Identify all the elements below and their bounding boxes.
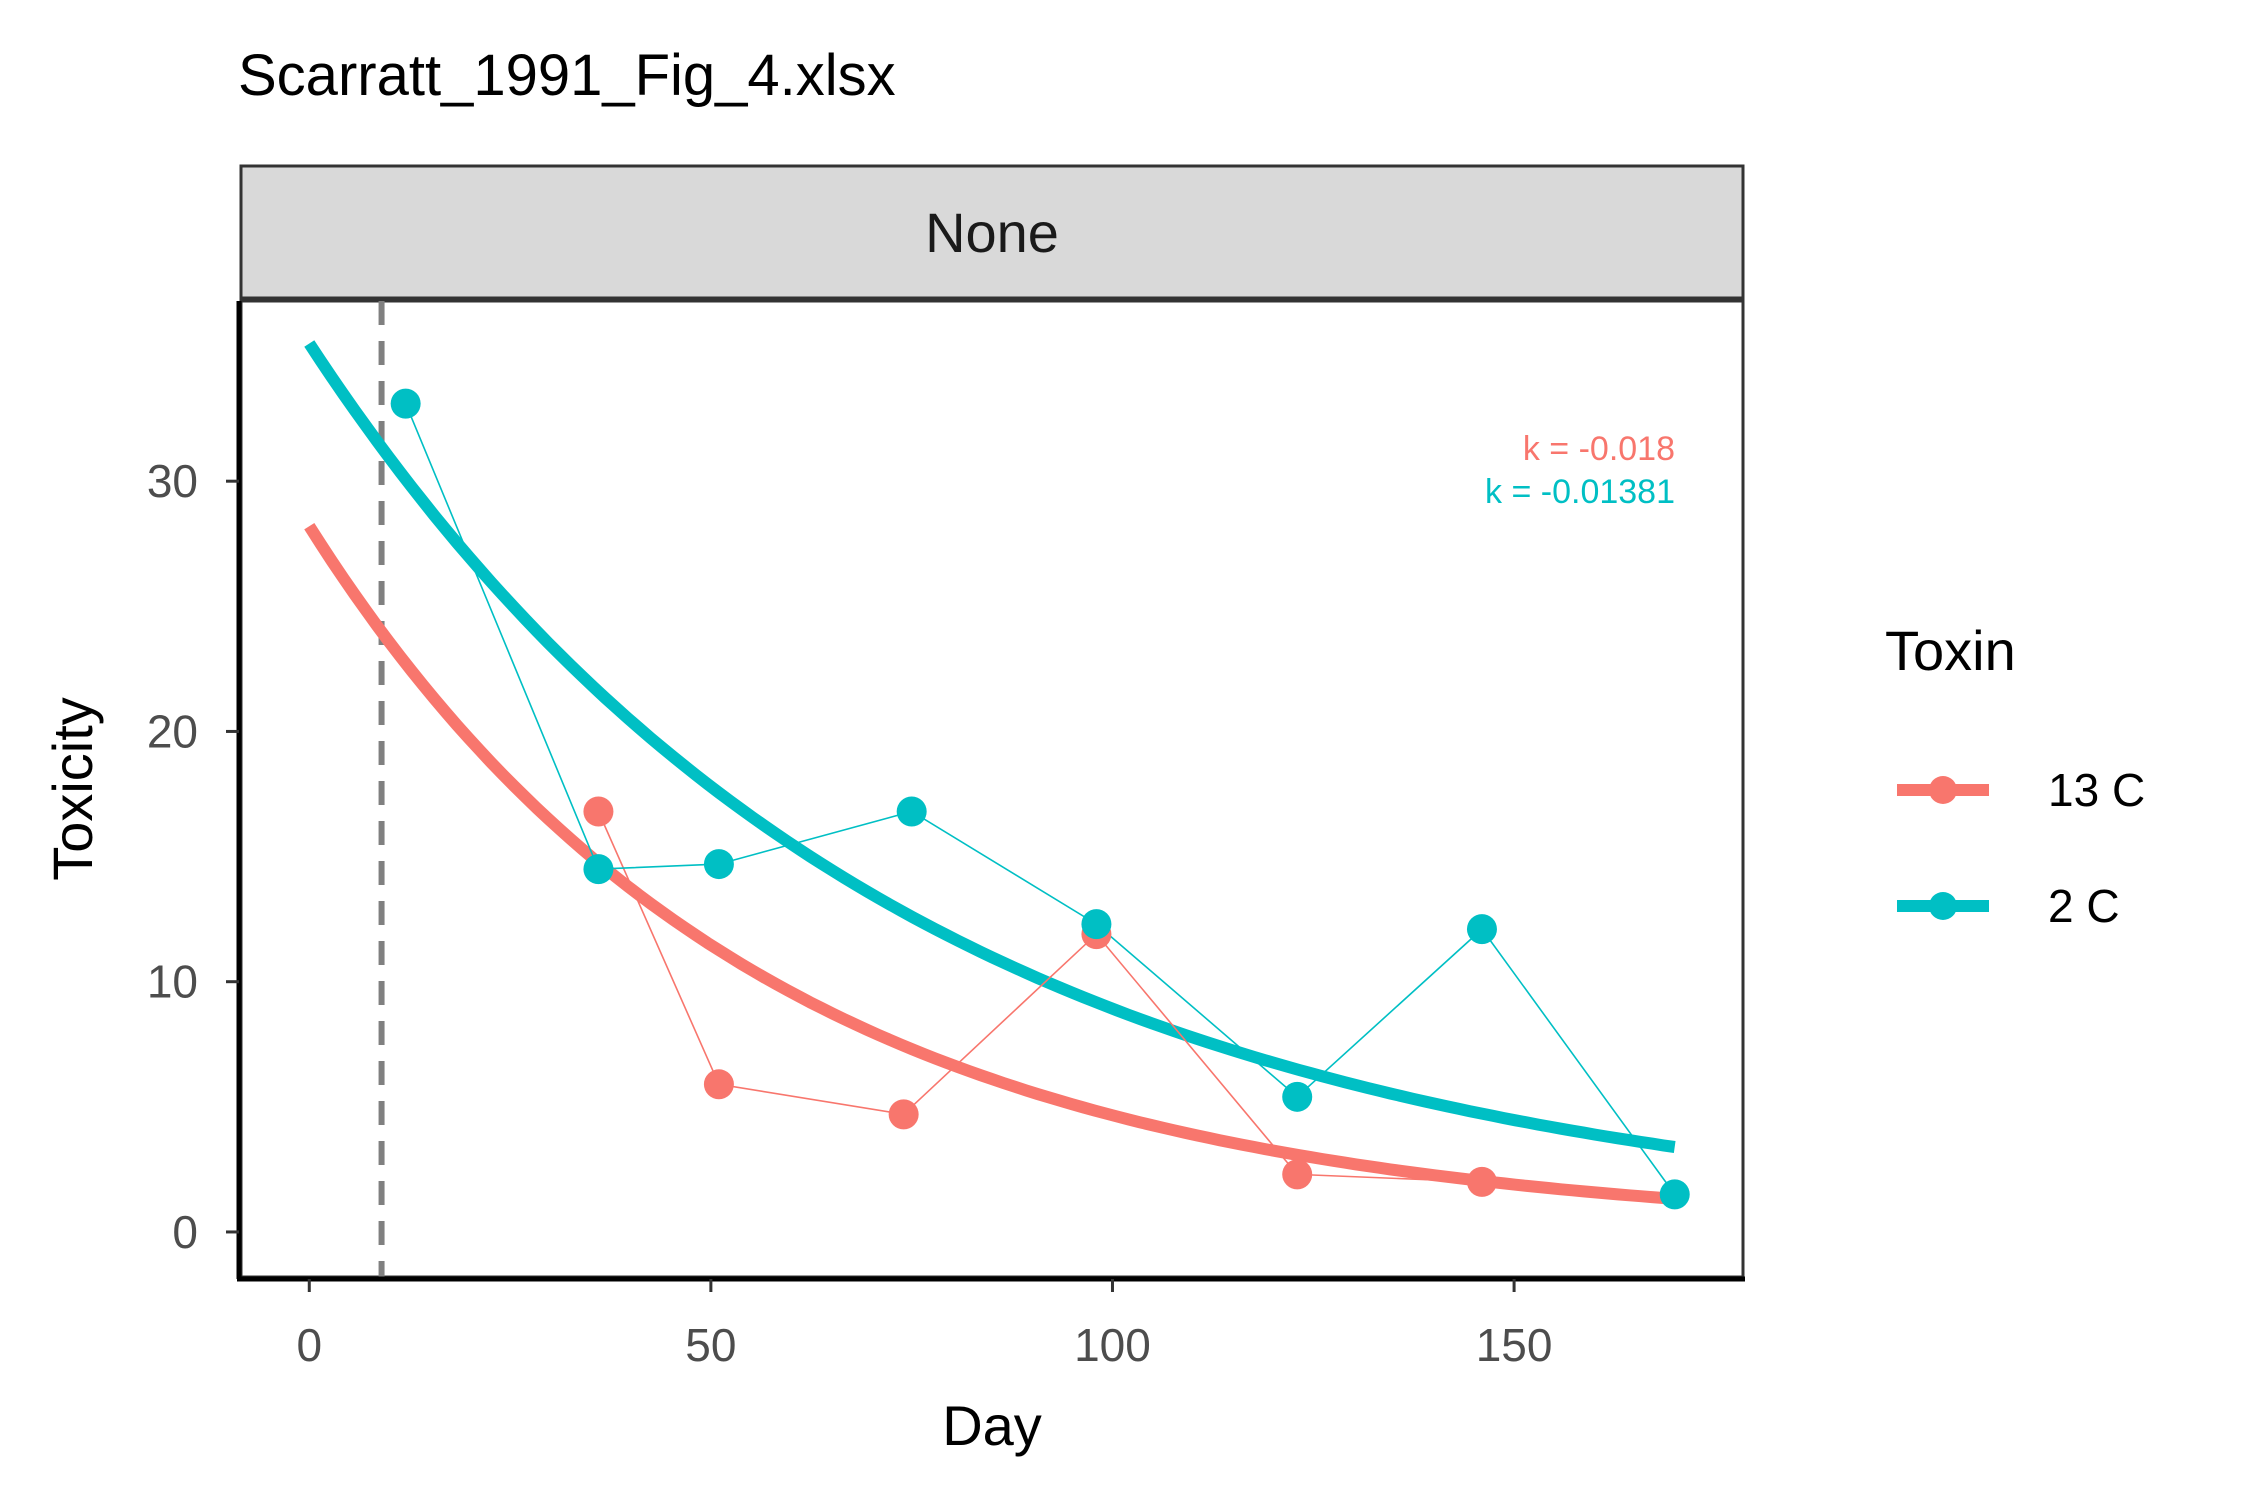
x-axis-title: Day [942,1394,1042,1457]
data-point-1-6 [1466,914,1497,945]
data-point-0-4 [1282,1159,1313,1190]
data-point-0-2 [888,1099,919,1130]
y-axis-title: Toxicity [41,697,104,881]
legend-key-point-0 [1929,776,1957,804]
plot-layer: k = -0.018 k = -0.01381 [304,301,1690,1277]
axis-ticks: 0 50 100 150 0 10 20 30 [147,455,1553,1371]
x-tick-label-1: 50 [685,1319,736,1371]
legend-key-point-1 [1929,892,1957,920]
x-tick-label-2: 100 [1074,1319,1151,1371]
fit-curve-1 [304,340,1676,1153]
chart-title: Scarratt_1991_Fig_4.xlsx [238,43,896,108]
y-tick-label-1: 10 [147,956,198,1008]
data-point-1-3 [896,796,927,827]
y-tick-label-0: 0 [172,1206,198,1258]
data-point-1-2 [703,849,734,880]
facet-strip [239,164,1745,300]
x-tick-label-0: 0 [296,1319,322,1371]
data-point-1-5 [1282,1081,1313,1112]
data-point-0-5 [1466,1166,1497,1197]
k-label-0: k = -0.018 [1523,430,1675,468]
legend-label-0: 13 C [2048,764,2145,816]
fit-curve-0 [304,522,1676,1205]
series-line-0 [597,811,1483,1183]
data-point-0-1 [703,1069,734,1100]
legend-label-1: 2 C [2048,880,2120,932]
series-line-1 [404,403,1676,1195]
data-point-1-1 [583,854,614,885]
data-point-1-0 [390,388,421,419]
plot-panel [239,299,1745,1279]
k-label-1: k = -0.01381 [1485,473,1675,511]
legend: Toxin 13 C 2 C [1885,619,2145,932]
y-tick-label-2: 20 [147,705,198,757]
data-point-1-4 [1081,909,1112,940]
y-tick-label-3: 30 [147,455,198,507]
legend-title: Toxin [1885,619,2016,682]
data-point-0-0 [583,796,614,827]
data-point-1-7 [1659,1179,1690,1210]
facet-strip-label: None [925,201,1059,264]
x-tick-label-3: 150 [1476,1319,1553,1371]
